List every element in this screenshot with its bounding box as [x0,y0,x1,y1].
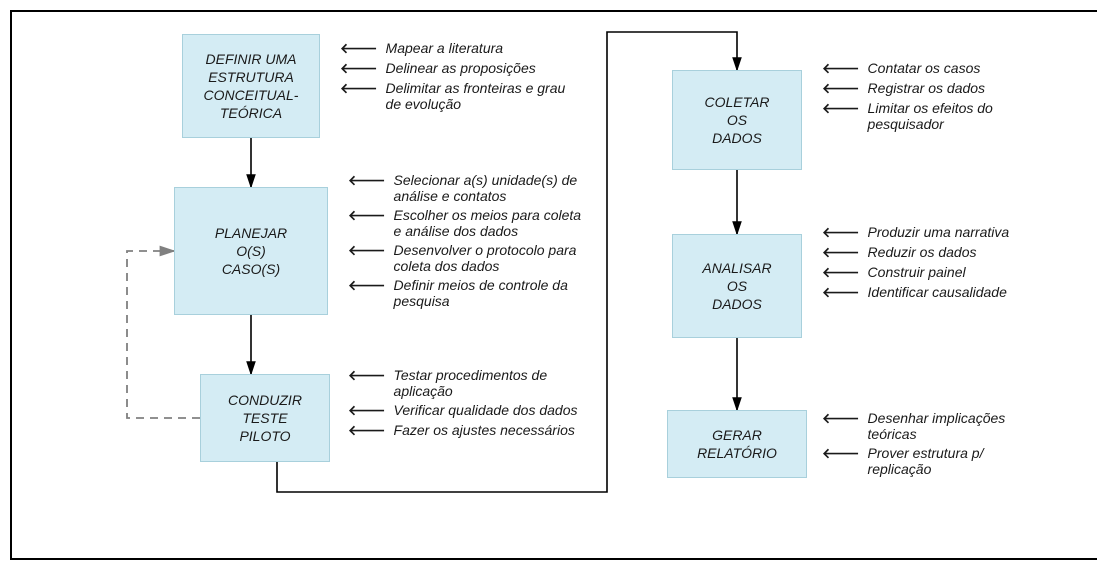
bullet-text: Prover estrutura p/ replicação [868,445,1042,477]
node-n3: CONDUZIRTESTEPILOTO [200,374,330,462]
left-arrow-icon: 🡐 [822,244,860,261]
node-label: PLANEJARO(S)CASO(S) [215,224,287,279]
bullet-row: 🡐 Mapear a literatura [340,40,570,57]
node-label: DEFINIR UMAESTRUTURACONCEITUAL-TEÓRICA [204,50,299,123]
bullet-text: Limitar os efeitos do pesquisador [868,100,1042,132]
left-arrow-icon: 🡐 [822,264,860,281]
bullet-text: Selecionar a(s) unidade(s) de análise e … [394,172,588,204]
bullet-text: Identificar causalidade [868,284,1007,300]
bullet-row: 🡐 Delimitar as fronteiras e grau de evolu… [340,80,570,112]
left-arrow-icon: 🡐 [822,284,860,301]
bullet-row: 🡐 Limitar os efeitos do pesquisador [822,100,1042,132]
left-arrow-icon: 🡐 [340,60,378,77]
bullet-row: 🡐 Definir meios de controle da pesquisa [348,277,588,309]
bullet-row: 🡐 Construir painel [822,264,1042,281]
bullets-n3: 🡐 Testar procedimentos de aplicação 🡐 Verif… [348,367,588,442]
node-label: GERARRELATÓRIO [697,426,777,462]
bullets-n5: 🡐 Produzir uma narrativa 🡐 Reduzir os dados… [822,224,1042,304]
bullet-text: Definir meios de controle da pesquisa [394,277,588,309]
bullet-row: 🡐 Identificar causalidade [822,284,1042,301]
node-n2: PLANEJARO(S)CASO(S) [174,187,328,315]
left-arrow-icon: 🡐 [340,40,378,57]
left-arrow-icon: 🡐 [348,242,386,259]
left-arrow-icon: 🡐 [348,207,386,224]
bullet-text: Contatar os casos [868,60,981,76]
bullet-row: 🡐 Escolher os meios para coleta e análise… [348,207,588,239]
bullet-row: 🡐 Contatar os casos [822,60,1042,77]
bullet-text: Delinear as proposições [386,60,536,76]
node-n6: GERARRELATÓRIO [667,410,807,478]
node-n5: ANALISAROSDADOS [672,234,802,338]
left-arrow-icon: 🡐 [822,410,860,427]
bullet-text: Produzir uma narrativa [868,224,1010,240]
bullets-n6: 🡐 Desenhar implicações teóricas 🡐 Prover es… [822,410,1042,480]
left-arrow-icon: 🡐 [348,402,386,419]
bullets-n1: 🡐 Mapear a literatura 🡐 Delinear as proposi… [340,40,570,115]
bullet-text: Desenhar implicações teóricas [868,410,1042,442]
bullet-text: Registrar os dados [868,80,986,96]
left-arrow-icon: 🡐 [822,100,860,117]
left-arrow-icon: 🡐 [822,445,860,462]
bullet-row: 🡐 Registrar os dados [822,80,1042,97]
bullet-row: 🡐 Prover estrutura p/ replicação [822,445,1042,477]
node-label: ANALISAROSDADOS [702,259,771,314]
bullet-text: Delimitar as fronteiras e grau de evoluç… [386,80,570,112]
bullets-n4: 🡐 Contatar os casos 🡐 Registrar os dados 🡐 Li… [822,60,1042,135]
bullet-row: 🡐 Verificar qualidade dos dados [348,402,588,419]
left-arrow-icon: 🡐 [822,224,860,241]
left-arrow-icon: 🡐 [340,80,378,97]
diagram-frame: DEFINIR UMAESTRUTURACONCEITUAL-TEÓRICA PL… [10,10,1097,560]
left-arrow-icon: 🡐 [348,422,386,439]
node-n4: COLETAROSDADOS [672,70,802,170]
bullet-row: 🡐 Produzir uma narrativa [822,224,1042,241]
left-arrow-icon: 🡐 [822,60,860,77]
bullet-text: Mapear a literatura [386,40,504,56]
left-arrow-icon: 🡐 [348,172,386,189]
left-arrow-icon: 🡐 [348,367,386,384]
bullet-text: Desenvolver o protocolo para coleta dos … [394,242,588,274]
bullets-n2: 🡐 Selecionar a(s) unidade(s) de análise e… [348,172,588,312]
bullet-text: Construir painel [868,264,966,280]
bullet-row: 🡐 Testar procedimentos de aplicação [348,367,588,399]
bullet-text: Escolher os meios para coleta e análise … [394,207,588,239]
bullet-row: 🡐 Desenvolver o protocolo para coleta dos… [348,242,588,274]
node-n1: DEFINIR UMAESTRUTURACONCEITUAL-TEÓRICA [182,34,320,138]
bullet-row: 🡐 Fazer os ajustes necessários [348,422,588,439]
node-label: CONDUZIRTESTEPILOTO [228,391,302,446]
bullet-text: Verificar qualidade dos dados [394,402,578,418]
bullet-row: 🡐 Delinear as proposições [340,60,570,77]
left-arrow-icon: 🡐 [822,80,860,97]
bullet-row: 🡐 Selecionar a(s) unidade(s) de análise e… [348,172,588,204]
node-label: COLETAROSDADOS [704,93,769,148]
bullet-row: 🡐 Desenhar implicações teóricas [822,410,1042,442]
bullet-row: 🡐 Reduzir os dados [822,244,1042,261]
bullet-text: Fazer os ajustes necessários [394,422,575,438]
bullet-text: Testar procedimentos de aplicação [394,367,588,399]
left-arrow-icon: 🡐 [348,277,386,294]
bullet-text: Reduzir os dados [868,244,977,260]
